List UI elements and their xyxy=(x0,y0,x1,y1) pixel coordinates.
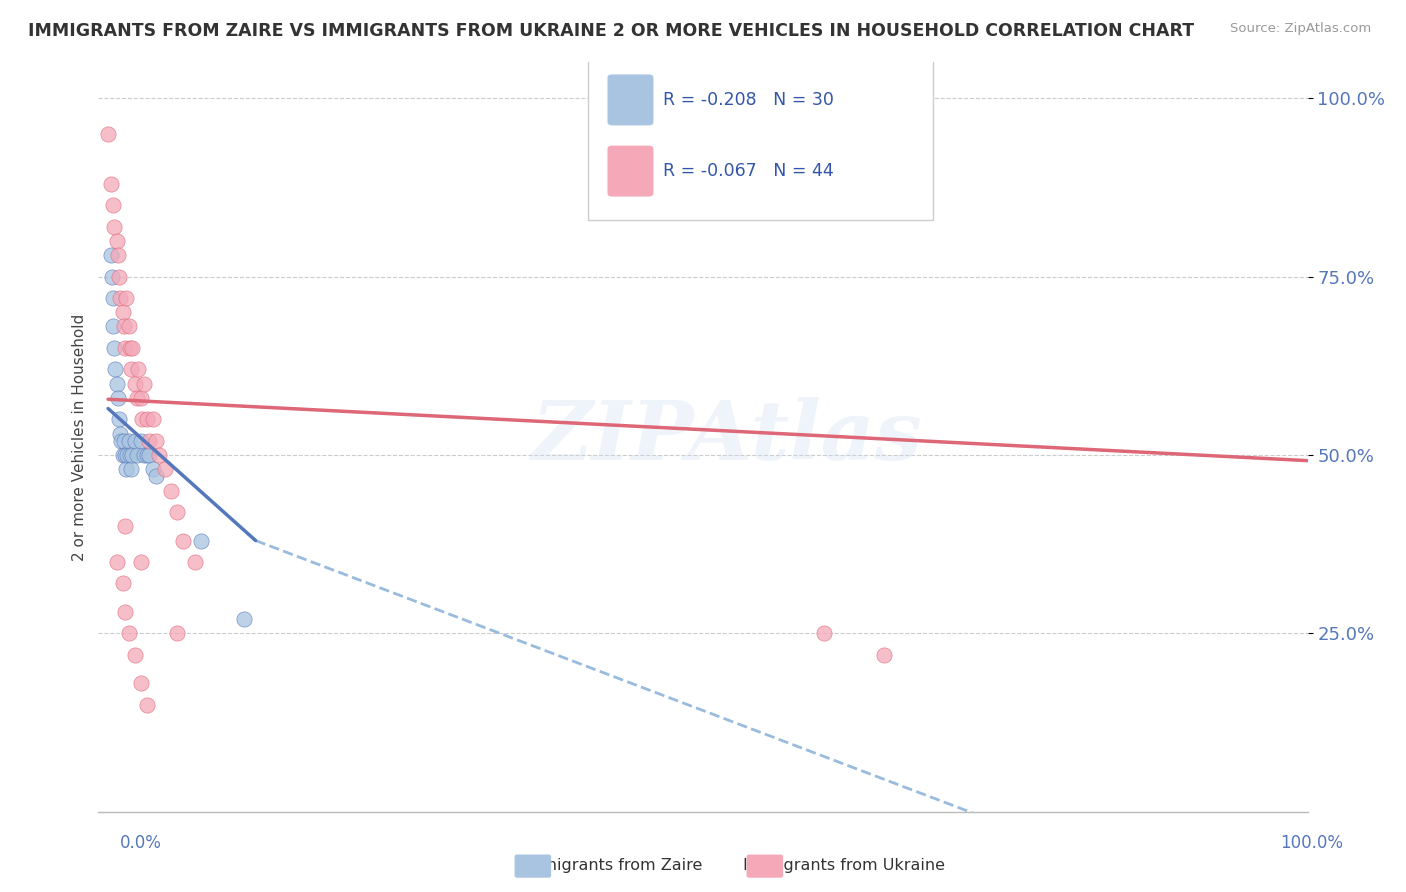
Point xyxy=(172,533,194,548)
Point xyxy=(135,448,157,462)
Point xyxy=(101,291,124,305)
FancyBboxPatch shape xyxy=(588,59,932,219)
Point xyxy=(118,319,141,334)
Point xyxy=(135,412,157,426)
Point xyxy=(108,412,131,426)
Point xyxy=(118,434,141,448)
Text: Immigrants from Ukraine: Immigrants from Ukraine xyxy=(742,858,945,872)
Point xyxy=(121,341,143,355)
Point xyxy=(142,412,165,426)
Point xyxy=(124,376,146,391)
Point xyxy=(135,698,157,712)
Point xyxy=(100,177,122,191)
Point xyxy=(129,676,152,690)
Point xyxy=(145,434,167,448)
Point xyxy=(115,462,138,476)
Point xyxy=(131,412,153,426)
Point xyxy=(114,341,136,355)
Point xyxy=(129,555,152,569)
Point xyxy=(97,127,120,141)
Point xyxy=(190,533,212,548)
Point xyxy=(112,319,135,334)
Point xyxy=(138,434,160,448)
Point xyxy=(118,448,141,462)
Point xyxy=(134,376,156,391)
Point xyxy=(103,219,125,234)
Point xyxy=(111,448,134,462)
Point xyxy=(129,391,152,405)
Point xyxy=(232,612,254,626)
Point xyxy=(107,391,129,405)
Point xyxy=(105,376,128,391)
Point xyxy=(112,434,135,448)
FancyBboxPatch shape xyxy=(607,145,654,196)
Text: R = -0.208   N = 30: R = -0.208 N = 30 xyxy=(664,91,834,109)
Point xyxy=(104,362,127,376)
Point xyxy=(111,576,134,591)
Text: Immigrants from Zaire: Immigrants from Zaire xyxy=(520,858,703,872)
Point xyxy=(107,248,129,262)
Point xyxy=(184,555,207,569)
Point xyxy=(111,305,134,319)
Text: IMMIGRANTS FROM ZAIRE VS IMMIGRANTS FROM UKRAINE 2 OR MORE VEHICLES IN HOUSEHOLD: IMMIGRANTS FROM ZAIRE VS IMMIGRANTS FROM… xyxy=(28,22,1194,40)
FancyBboxPatch shape xyxy=(607,74,654,126)
Point xyxy=(166,505,188,519)
Point xyxy=(127,448,149,462)
Point xyxy=(105,234,128,248)
Point xyxy=(124,434,146,448)
Point xyxy=(117,448,139,462)
Point xyxy=(120,362,142,376)
Point xyxy=(142,462,165,476)
Point xyxy=(103,341,125,355)
Text: 100.0%: 100.0% xyxy=(1279,834,1343,852)
Point xyxy=(100,269,122,284)
Point xyxy=(108,269,131,284)
Point xyxy=(114,448,136,462)
Point xyxy=(148,448,170,462)
Point xyxy=(101,198,124,212)
Point xyxy=(101,319,124,334)
Point xyxy=(127,391,149,405)
Point xyxy=(873,648,896,662)
Point xyxy=(145,469,167,483)
Point xyxy=(110,434,132,448)
Y-axis label: 2 or more Vehicles in Household: 2 or more Vehicles in Household xyxy=(72,313,87,561)
Point xyxy=(813,626,835,640)
Point xyxy=(114,519,136,533)
Point xyxy=(108,426,131,441)
Text: R = -0.067   N = 44: R = -0.067 N = 44 xyxy=(664,162,834,180)
Point xyxy=(124,648,146,662)
Point xyxy=(100,248,122,262)
Text: Source: ZipAtlas.com: Source: ZipAtlas.com xyxy=(1230,22,1371,36)
Point xyxy=(127,362,149,376)
Point xyxy=(160,483,183,498)
Point xyxy=(118,341,141,355)
Point xyxy=(118,626,141,640)
Point xyxy=(108,291,131,305)
Point xyxy=(115,291,138,305)
Point xyxy=(153,462,176,476)
Point xyxy=(138,448,160,462)
Point xyxy=(166,626,188,640)
Text: 0.0%: 0.0% xyxy=(120,834,162,852)
Point xyxy=(105,555,128,569)
Text: ZIPAtlas: ZIPAtlas xyxy=(531,397,922,477)
Point xyxy=(120,462,142,476)
Point xyxy=(121,448,143,462)
Point xyxy=(134,448,156,462)
Point xyxy=(129,434,152,448)
Point xyxy=(114,605,136,619)
